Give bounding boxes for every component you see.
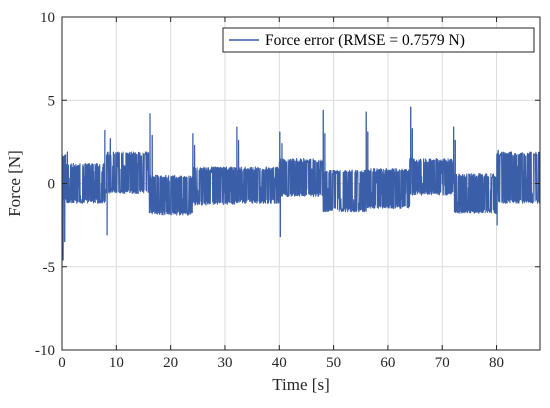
y-tick-label: 5	[48, 93, 56, 109]
x-tick-label: 30	[217, 355, 232, 371]
y-tick-label: 10	[40, 10, 55, 26]
x-tick-label: 80	[489, 355, 504, 371]
x-tick-label: 40	[272, 355, 287, 371]
legend: Force error (RMSE = 0.7579 N)	[222, 27, 535, 53]
x-tick-label: 50	[326, 355, 341, 371]
y-tick-label: -10	[35, 343, 55, 359]
axis-ticks: 0 10 20 30 40 50 60 70 80 -10 -5 0 5 10	[35, 10, 540, 371]
x-tick-label: 60	[380, 355, 395, 371]
x-tick-label: 70	[435, 355, 450, 371]
y-tick-label: 0	[48, 177, 56, 193]
x-tick-label: 20	[163, 355, 178, 371]
legend-box	[222, 27, 535, 53]
y-tick-label: -5	[43, 260, 56, 276]
x-tick-label: 0	[58, 355, 66, 371]
y-axis-label: Force [N]	[5, 150, 24, 217]
x-axis-label: Time [s]	[272, 375, 329, 394]
x-tick-label: 10	[109, 355, 124, 371]
legend-entry-force-error: Force error (RMSE = 0.7579 N)	[265, 32, 465, 49]
series-line-force-error	[61, 106, 541, 261]
plot-area	[61, 106, 541, 261]
